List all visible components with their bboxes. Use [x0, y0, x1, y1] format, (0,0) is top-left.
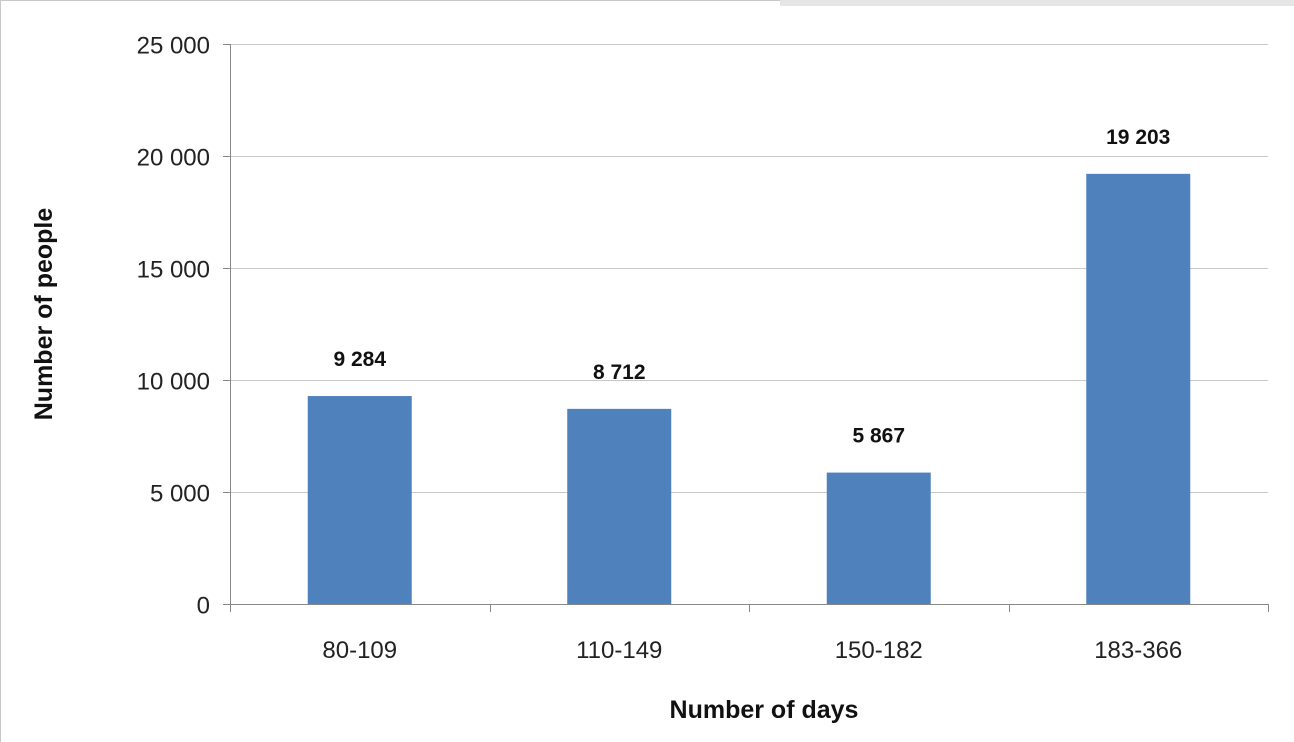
data-label: 19 203: [1106, 126, 1170, 149]
x-tick-label: 110-149: [576, 637, 662, 664]
data-label: 5 867: [852, 425, 905, 448]
bars: [307, 173, 1191, 605]
labels: 0 5 000 10 000 15 000 20 000 25 000 9 284 80-10…: [137, 33, 1183, 665]
y-tick-label: 20 000: [137, 145, 210, 172]
bar: [826, 472, 931, 604]
window-corner-strip: [780, 0, 1294, 6]
y-tick-label: 5 000: [150, 481, 210, 508]
x-axis-title: Number of days: [670, 696, 859, 724]
bar: [1086, 173, 1191, 605]
bar: [567, 408, 672, 604]
data-label: 9 284: [333, 348, 386, 371]
y-tick-label: 25 000: [137, 33, 210, 60]
y-tick-label: 0: [197, 593, 210, 620]
bar: [307, 396, 412, 604]
y-tick-label: 15 000: [137, 257, 210, 284]
x-tick-label: 80-109: [322, 637, 397, 664]
y-axis-title: Number of people: [30, 208, 58, 421]
x-tick-label: 183-366: [1094, 637, 1182, 664]
axes: [223, 44, 1269, 612]
data-label: 8 712: [593, 361, 646, 384]
x-tick-label: 150-182: [835, 637, 923, 664]
y-tick-label: 10 000: [137, 369, 210, 396]
